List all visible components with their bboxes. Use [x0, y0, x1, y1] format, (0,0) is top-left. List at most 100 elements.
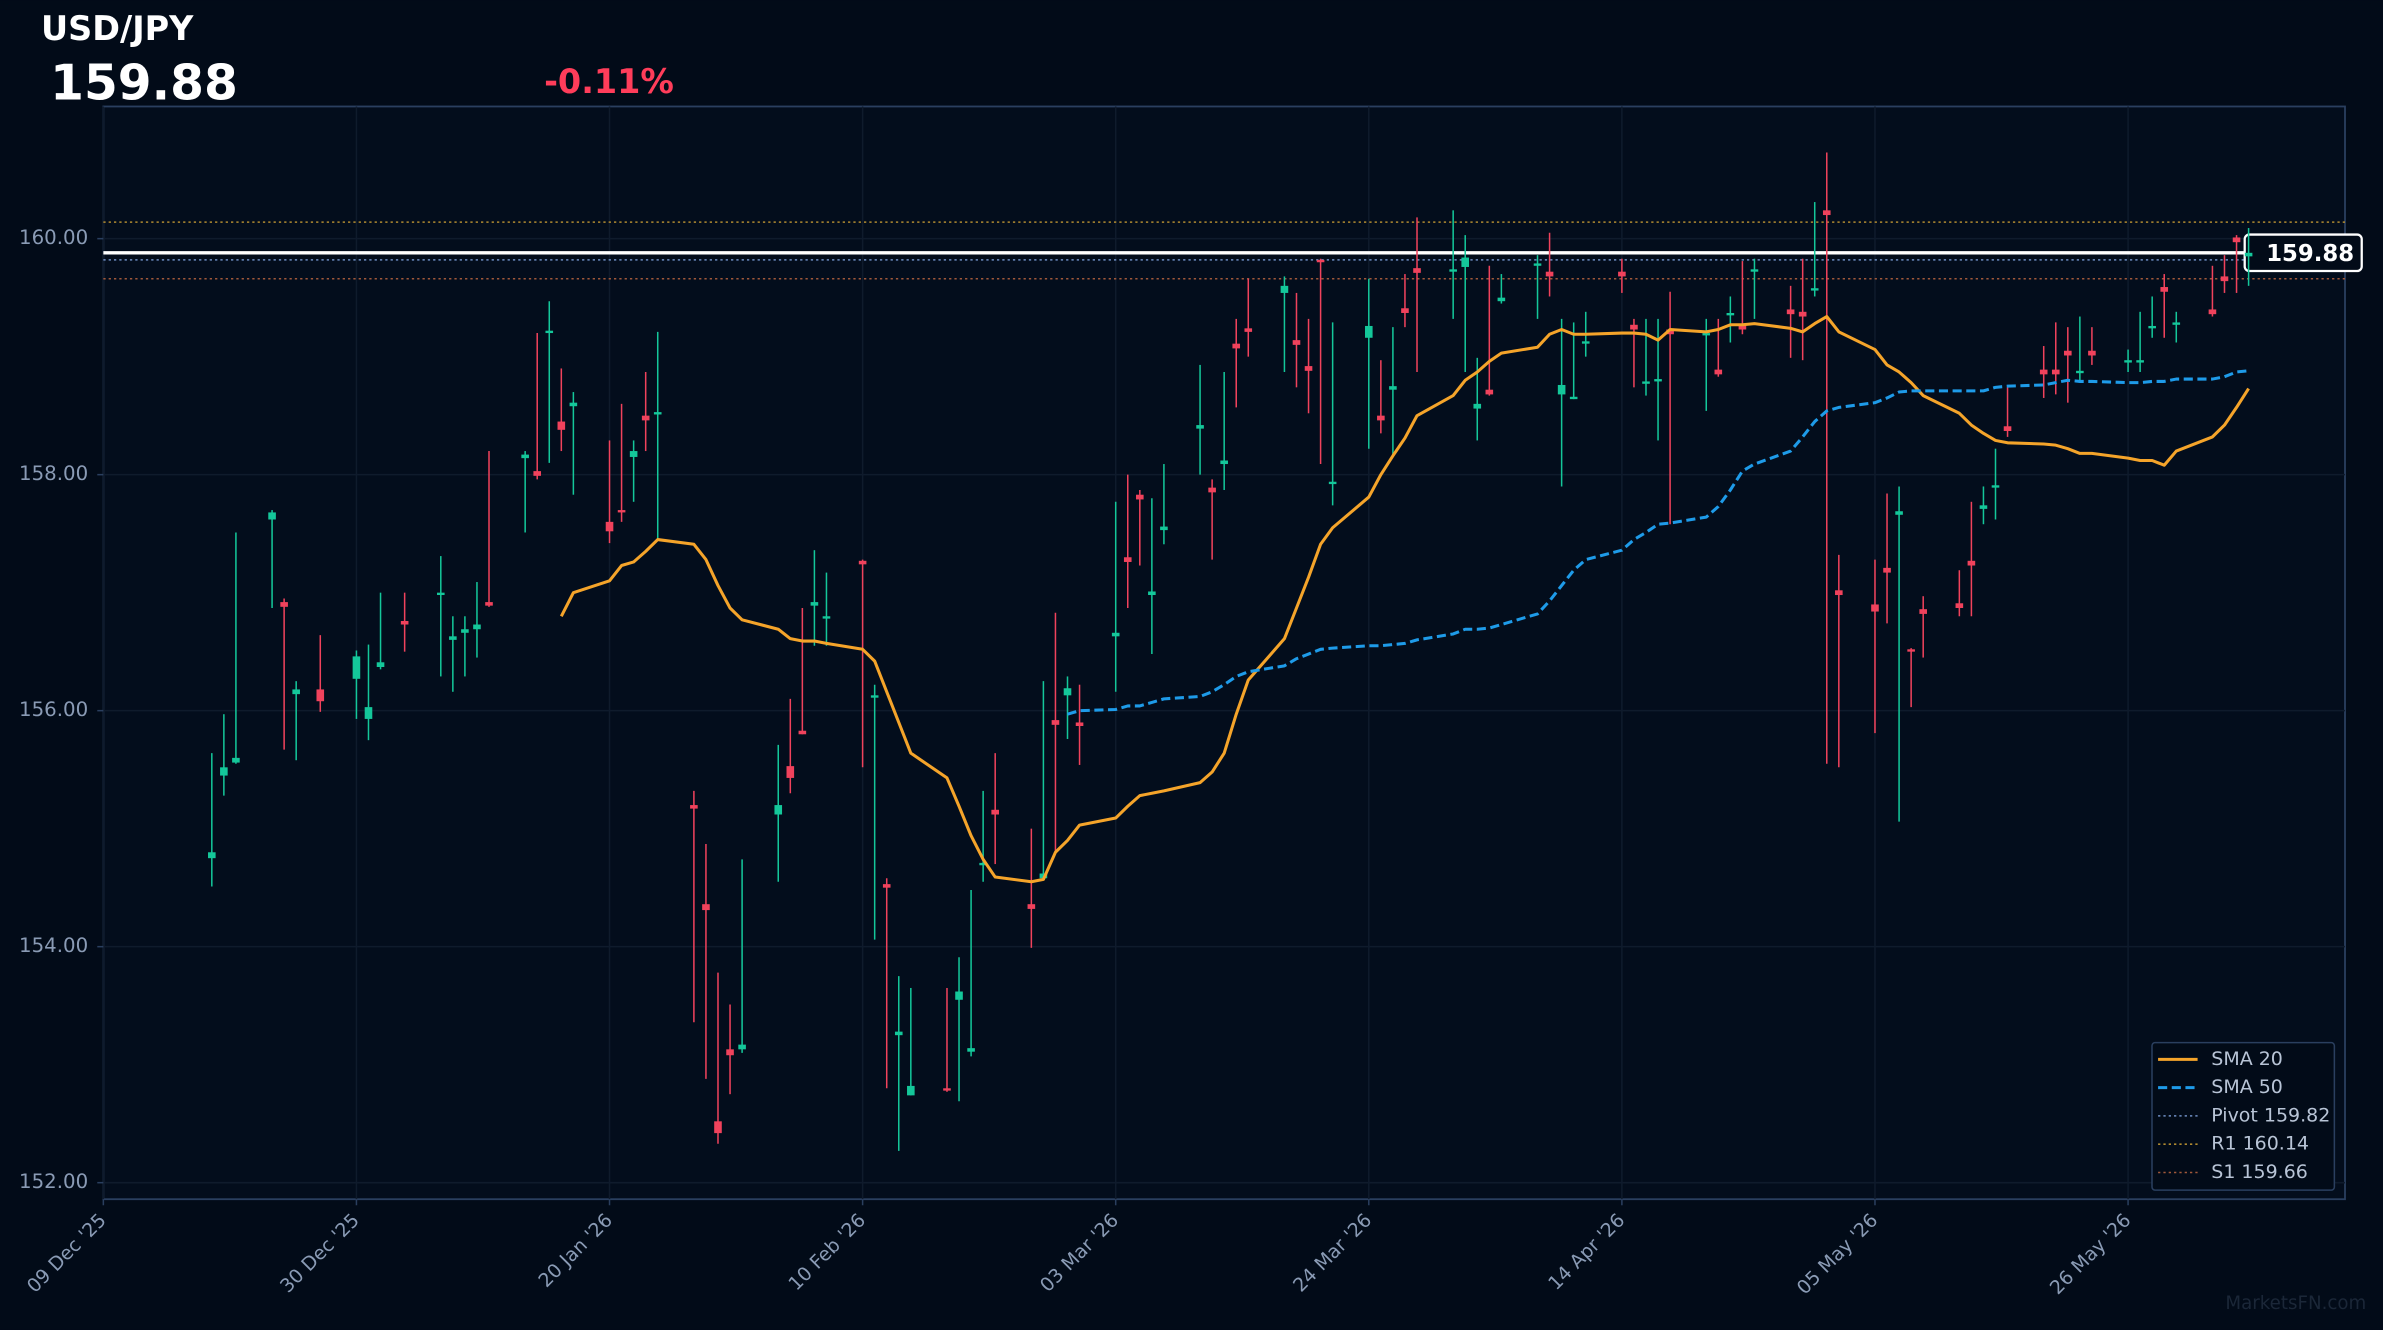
candle-body: [1871, 604, 1879, 612]
legend-label: Pivot 159.82: [2211, 1104, 2330, 1126]
candle-body: [1822, 210, 1831, 216]
candle-body: [232, 757, 240, 763]
candles: [208, 152, 2253, 1151]
legend-label: R1 160.14: [2211, 1133, 2309, 1155]
legend-label: S1 159.66: [2211, 1161, 2308, 1183]
candle-body: [1630, 324, 1638, 330]
candle-body: [690, 805, 698, 809]
candle-body: [316, 689, 325, 702]
candle-body: [1618, 271, 1626, 277]
candle-body: [1750, 269, 1759, 272]
candle-body: [1063, 688, 1072, 696]
candle-body: [1955, 603, 1964, 609]
legend-box: [2151, 1041, 2336, 1191]
chart-title: USD/JPY: [41, 9, 194, 48]
candle-body: [461, 629, 469, 633]
candle-body: [364, 707, 373, 719]
candle-body: [521, 454, 529, 459]
candle-body: [2088, 350, 2096, 356]
candle-body: [1967, 560, 1976, 566]
last-price: 159.88: [50, 56, 238, 112]
candle-body: [943, 1088, 951, 1091]
candle-body: [786, 766, 795, 778]
y-tick-label: 160.00: [19, 226, 88, 249]
candle-body: [1798, 311, 1807, 317]
candle-body: [2003, 426, 2012, 431]
candle-body: [292, 689, 300, 695]
candle-body: [1364, 325, 1373, 338]
candle-body: [2051, 369, 2060, 375]
candle-body: [376, 662, 385, 668]
candle-body: [991, 809, 999, 815]
candle-body: [1895, 511, 1903, 515]
candle-body: [714, 1121, 722, 1134]
candle-body: [2064, 350, 2072, 356]
indicator-lines: [559, 315, 2250, 884]
candle-body: [533, 471, 542, 476]
candle-body: [629, 451, 638, 457]
candle-body: [1148, 591, 1156, 596]
candle-body: [1232, 343, 1241, 349]
candle-body: [822, 616, 831, 619]
candle-body: [798, 730, 807, 735]
candle-body: [1810, 288, 1819, 291]
candle-body: [967, 1048, 975, 1052]
candle-body: [400, 620, 409, 625]
candle-body: [352, 656, 361, 679]
candle-body: [858, 560, 867, 565]
candle-body: [1654, 379, 1662, 382]
candle-body: [605, 521, 614, 532]
candle-body: [1642, 381, 1650, 384]
candle-body: [280, 602, 288, 607]
candle-body: [1545, 271, 1554, 277]
candle-body: [1208, 487, 1216, 493]
candle-body: [1304, 366, 1313, 371]
candle-body: [1883, 567, 1891, 573]
y-tick-label: 156.00: [19, 698, 88, 721]
candle-body: [473, 624, 481, 630]
candle-body: [1316, 259, 1325, 263]
candle-body: [1220, 460, 1228, 465]
candle-body: [1328, 481, 1337, 485]
candle-body: [2244, 252, 2253, 257]
candle-body: [955, 991, 963, 1000]
candle-body: [870, 695, 879, 698]
candle-body: [2124, 360, 2132, 363]
candle-body: [1401, 308, 1409, 313]
candle-body: [2232, 237, 2241, 243]
price-label-box: [2243, 233, 2363, 273]
y-tick-label: 154.00: [19, 934, 88, 957]
candle-body: [1726, 312, 1735, 316]
candle-body: [1111, 632, 1120, 637]
candle-body: [1497, 297, 1506, 302]
candle-body: [1979, 505, 1988, 509]
legend-label: SMA 20: [2211, 1048, 2283, 1070]
candle-body: [268, 512, 276, 520]
candle-body: [449, 636, 457, 640]
candle-body: [569, 402, 578, 407]
candle-body: [1473, 403, 1482, 409]
candle-body: [220, 767, 228, 776]
candle-body: [1389, 386, 1397, 390]
sma-line: [1067, 369, 2249, 716]
candle-body: [810, 602, 819, 606]
price-change: -0.11%: [544, 62, 674, 101]
candle-body: [1027, 904, 1036, 909]
candle-body: [726, 1049, 734, 1056]
candle-body: [1786, 309, 1795, 315]
candle-body: [2220, 276, 2229, 282]
legend: SMA 20 SMA 50 Pivot 159.82 R1 160.14 S1 159.…: [2151, 1041, 2336, 1191]
candle-body: [557, 421, 566, 430]
candle-body: [1075, 722, 1084, 727]
candle-body: [2172, 322, 2181, 325]
candle-body: [738, 1044, 746, 1050]
candle-body: [1835, 590, 1843, 596]
candle-body: [894, 1031, 903, 1036]
candle-body: [1919, 609, 1927, 614]
candle-body: [1557, 384, 1566, 395]
candle-body: [1569, 396, 1578, 400]
candle-body: [653, 412, 662, 415]
candle-body: [1907, 649, 1915, 652]
